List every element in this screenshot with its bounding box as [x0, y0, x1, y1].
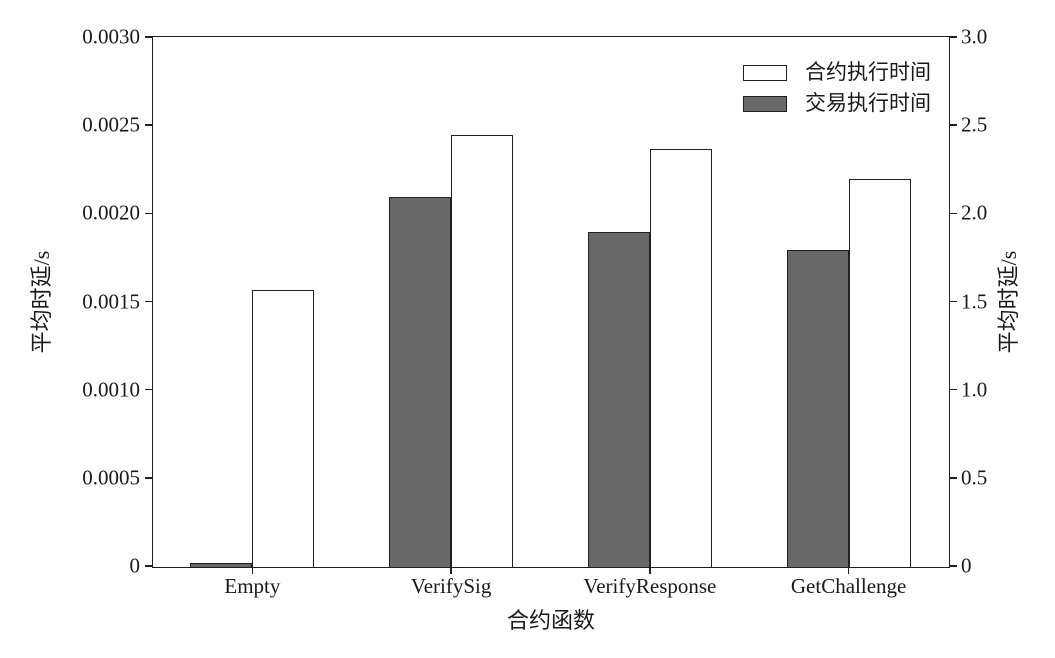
x-category-label: Empty: [224, 574, 281, 598]
right-axis-tick-label: 0: [961, 553, 972, 578]
x-category-label: GetChallenge: [790, 574, 907, 598]
left-axis-tick: [145, 124, 153, 126]
left-axis-tick-label: 0.0030: [82, 24, 140, 49]
legend-row: 合约执行时间: [743, 62, 931, 83]
left-axis-tick: [145, 36, 153, 38]
bar: [649, 149, 712, 567]
right-axis-tick-label: 1.5: [961, 289, 988, 313]
right-axis-tick-label: 3.0: [961, 24, 988, 49]
x-axis-title: 合约函数: [506, 608, 596, 633]
left-axis-tick-label: 0.0020: [82, 200, 140, 225]
bar: [389, 196, 452, 567]
x-axis-tick: [251, 567, 254, 574]
right-axis-tick: [949, 565, 957, 567]
left-axis-tick-label: 0.0015: [82, 289, 140, 313]
left-axis-tick-label: 0: [129, 553, 141, 578]
right-axis-tick: [949, 388, 957, 391]
right-axis-tick: [949, 477, 957, 479]
bar: [587, 231, 650, 567]
bar: [848, 179, 911, 567]
x-axis-tick: [847, 567, 850, 574]
right-axis-tick-label: 1.0: [961, 377, 988, 402]
right-axis-tick: [949, 212, 957, 215]
legend-label: 交易执行时间: [805, 91, 931, 115]
left-axis-tick-label: 0.0005: [82, 465, 140, 490]
left-axis-title: 平均时延/s: [29, 250, 54, 354]
left-axis-tick: [145, 212, 153, 215]
right-axis-tick: [949, 300, 957, 303]
bar: [190, 563, 253, 567]
legend-swatch: [743, 64, 787, 81]
right-axis-tick-label: 0.5: [961, 465, 988, 490]
right-axis-tick-label: 2.0: [961, 200, 988, 225]
plot-area: 0 0.0005 0.0010 0.0015 0.0020 0.0025 0.0030 0 0.…: [82, 26, 987, 597]
left-axis-tick-label: 0.0010: [82, 377, 140, 402]
legend-label: 合约执行时间: [805, 60, 931, 84]
bar: [451, 134, 514, 567]
bar: [252, 290, 315, 567]
right-axis-title: 平均时延/s: [996, 250, 1021, 354]
x-axis-tick: [649, 567, 651, 574]
left-axis-tick: [145, 388, 153, 391]
legend-swatch: [743, 95, 787, 112]
legend-row: 交易执行时间: [743, 93, 931, 114]
x-category-label: VerifySig: [410, 574, 492, 598]
x-axis-tick: [450, 567, 452, 574]
left-axis-tick: [145, 477, 153, 479]
left-axis-tick: [145, 300, 153, 303]
legend: 合约执行时间 交易执行时间: [743, 62, 931, 124]
x-category-label: VerifyResponse: [583, 574, 717, 598]
right-axis-tick: [949, 36, 957, 38]
right-axis-tick-label: 2.5: [961, 112, 988, 137]
left-axis-tick-label: 0.0025: [82, 112, 140, 137]
left-axis-tick: [145, 565, 153, 567]
right-axis-tick: [949, 124, 957, 126]
bar: [786, 249, 849, 567]
